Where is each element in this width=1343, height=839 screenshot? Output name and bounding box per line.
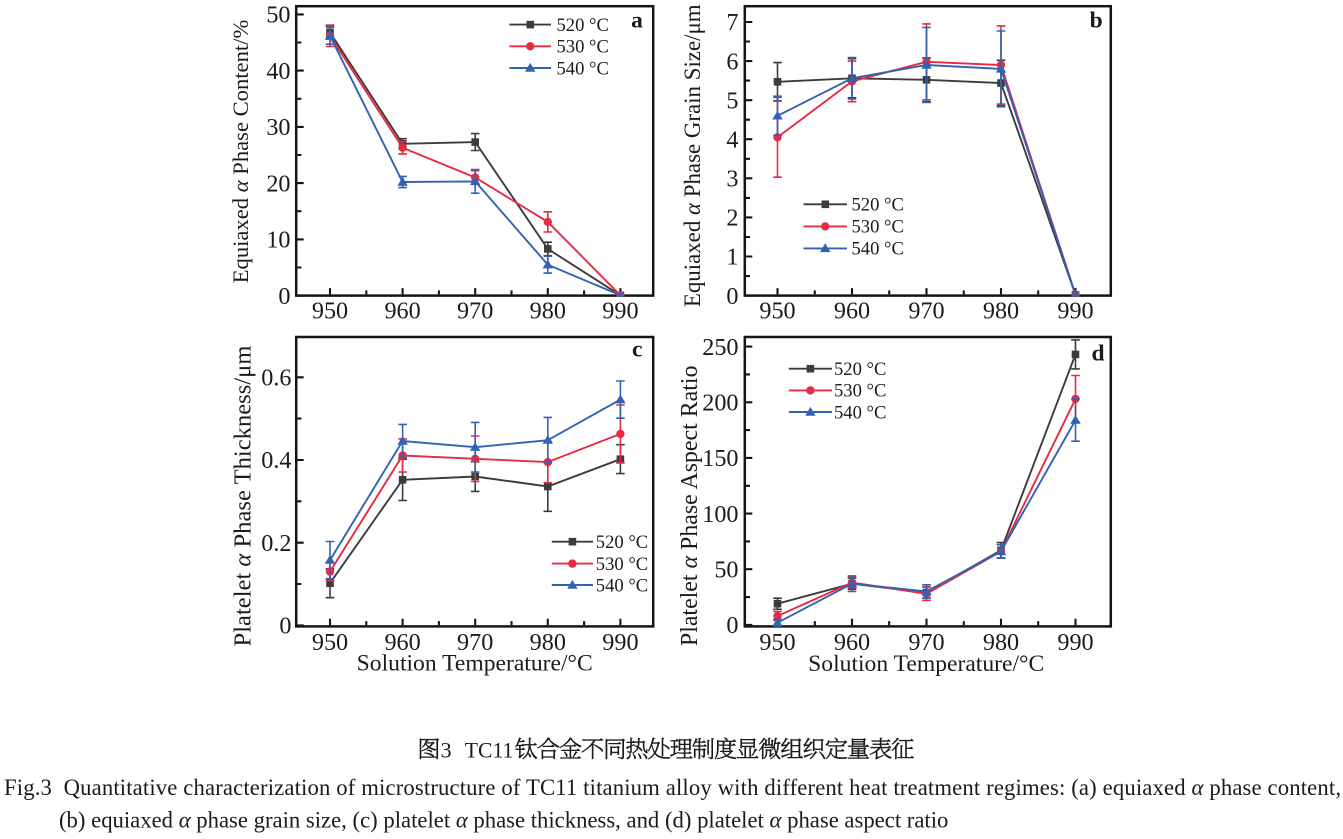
- svg-text:960: 960: [834, 298, 870, 325]
- svg-text:990: 990: [602, 298, 638, 325]
- svg-text:990: 990: [1057, 629, 1093, 656]
- svg-text:970: 970: [908, 298, 944, 325]
- svg-text:0.2: 0.2: [261, 530, 291, 557]
- svg-text:0: 0: [726, 283, 738, 310]
- svg-text:40: 40: [266, 58, 290, 85]
- svg-text:0.4: 0.4: [261, 447, 291, 474]
- svg-text:3: 3: [441, 737, 452, 762]
- svg-text:10: 10: [266, 227, 290, 254]
- svg-text:50: 50: [266, 2, 290, 29]
- svg-text:100: 100: [702, 501, 738, 528]
- svg-text:c: c: [632, 336, 642, 362]
- svg-text:Fig.3 Quantitative characteri: Fig.3 Quantitative characterization of m…: [4, 775, 1341, 800]
- svg-text:150: 150: [702, 445, 738, 472]
- svg-text:20: 20: [266, 170, 290, 197]
- svg-text:960: 960: [384, 298, 420, 325]
- svg-text:530 °C: 530 °C: [557, 37, 609, 58]
- svg-text:520 °C: 520 °C: [596, 532, 648, 553]
- svg-text:Equiaxed α Phase Content/%: Equiaxed α Phase Content/%: [228, 20, 253, 284]
- svg-text:970: 970: [457, 629, 493, 656]
- svg-text:990: 990: [602, 629, 638, 656]
- svg-text:a: a: [631, 8, 643, 34]
- svg-text:3: 3: [726, 166, 738, 193]
- svg-text:530 °C: 530 °C: [834, 381, 886, 402]
- svg-text:540 °C: 540 °C: [557, 58, 609, 79]
- svg-text:4: 4: [726, 126, 738, 153]
- svg-text:950: 950: [312, 298, 348, 325]
- svg-text:960: 960: [384, 629, 420, 656]
- svg-text:520 °C: 520 °C: [557, 15, 609, 36]
- svg-text:Solution Temperature/°C: Solution Temperature/°C: [357, 651, 593, 677]
- svg-text:520 °C: 520 °C: [834, 359, 886, 380]
- svg-text:530 °C: 530 °C: [596, 554, 648, 575]
- svg-text:980: 980: [530, 298, 566, 325]
- svg-text:980: 980: [983, 298, 1019, 325]
- svg-text:540 °C: 540 °C: [834, 402, 886, 423]
- svg-text:2: 2: [726, 205, 738, 232]
- svg-text:d: d: [1091, 341, 1104, 367]
- svg-text:980: 980: [530, 629, 566, 656]
- svg-text:990: 990: [1057, 298, 1093, 325]
- svg-text:540 °C: 540 °C: [596, 575, 648, 596]
- svg-text:980: 980: [983, 629, 1019, 656]
- svg-text:520 °C: 520 °C: [852, 195, 904, 216]
- svg-text:Platelet α Phase Aspect Ratio: Platelet α Phase Aspect Ratio: [677, 365, 703, 646]
- svg-text:950: 950: [759, 629, 795, 656]
- svg-text:6: 6: [726, 48, 738, 75]
- svg-text:0.6: 0.6: [261, 365, 291, 392]
- svg-text:0: 0: [278, 283, 290, 310]
- svg-text:0: 0: [726, 612, 738, 639]
- svg-text:b: b: [1090, 8, 1103, 34]
- svg-text:Solution Temperature/°C: Solution Temperature/°C: [808, 651, 1044, 677]
- svg-text:970: 970: [908, 629, 944, 656]
- svg-text:250: 250: [702, 334, 738, 361]
- svg-text:(b) equiaxed α phase grain siz: (b) equiaxed α phase grain size, (c) pla…: [59, 807, 948, 832]
- svg-text:TC11: TC11: [465, 738, 514, 762]
- svg-text:200: 200: [702, 390, 738, 417]
- svg-text:1: 1: [726, 244, 738, 271]
- svg-text:540 °C: 540 °C: [852, 239, 904, 260]
- svg-text:Platelet α Phase Thickness/μm: Platelet α Phase Thickness/μm: [230, 346, 257, 647]
- svg-text:0: 0: [279, 613, 291, 640]
- svg-text:950: 950: [759, 298, 795, 325]
- svg-text:960: 960: [834, 629, 870, 656]
- svg-text:30: 30: [266, 114, 290, 141]
- svg-text:7: 7: [726, 9, 738, 36]
- svg-text:530 °C: 530 °C: [852, 217, 904, 238]
- svg-text:950: 950: [312, 629, 348, 656]
- svg-text:50: 50: [714, 556, 738, 583]
- svg-text:970: 970: [457, 298, 493, 325]
- svg-text:5: 5: [726, 87, 738, 114]
- svg-text:Equiaxed α Phase Grain Size/μm: Equiaxed α Phase Grain Size/μm: [680, 4, 705, 307]
